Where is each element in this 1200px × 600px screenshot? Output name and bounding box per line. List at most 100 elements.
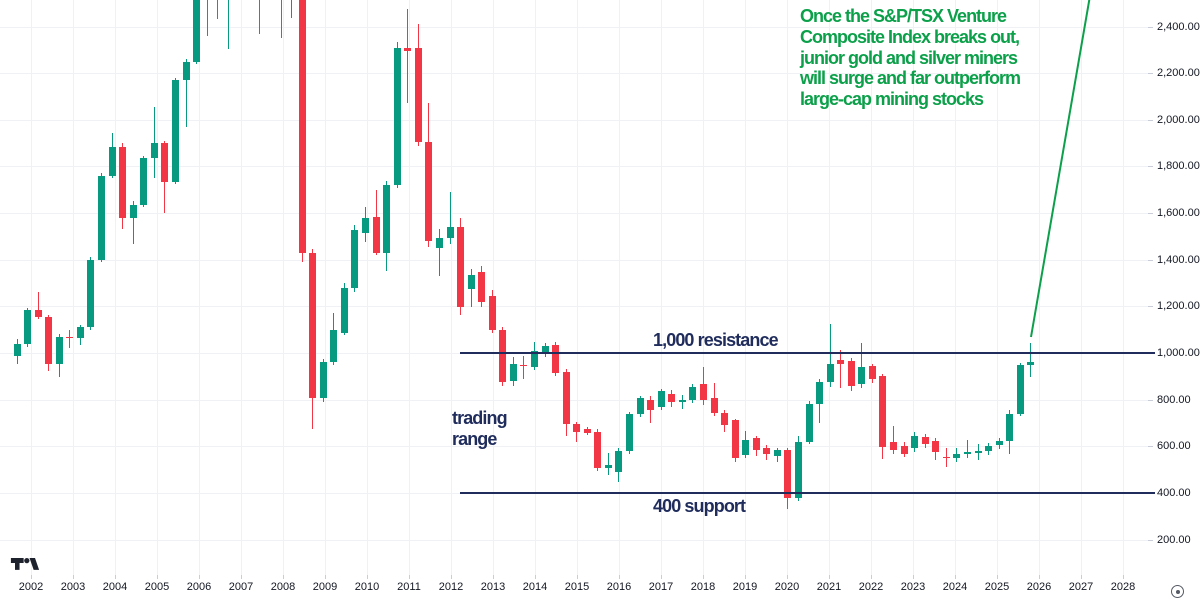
- time-axis-label: 2013: [480, 581, 506, 593]
- candle-2011-Q2: [414, 48, 422, 142]
- time-axis-tick: [535, 575, 536, 579]
- trading-range-label[interactable]: trading range: [452, 408, 508, 449]
- gridline-vertical: [283, 0, 284, 575]
- chart-plot-area[interactable]: Once the S&P/TSX Venture Composite Index…: [0, 0, 1148, 575]
- time-axis-label: 2007: [228, 581, 254, 593]
- support-line[interactable]: [460, 491, 1155, 494]
- candle-wick-2007-Q3: [259, 0, 261, 34]
- gridline-vertical: [409, 0, 410, 575]
- gridline-vertical: [619, 0, 620, 575]
- candle-2004-Q4: [140, 158, 148, 205]
- time-axis-label: 2027: [1068, 581, 1094, 593]
- candle-2013-Q1: [488, 296, 496, 330]
- candle-2022-Q2: [879, 376, 887, 447]
- price-axis-label: 200.00: [1157, 533, 1191, 546]
- time-axis[interactable]: 2002 2003 2004 2005 2006 2007 2008 2009 2010 2011…: [0, 575, 1200, 600]
- candle-wick-2006-Q4: [227, 0, 229, 49]
- gridline-vertical: [535, 0, 536, 575]
- candle-2011-Q3: [425, 141, 433, 242]
- time-axis-label: 2005: [144, 581, 170, 593]
- candle-2021-Q4: [858, 366, 866, 384]
- candle-2005-Q3: [171, 80, 179, 182]
- candle-2005-Q2: [161, 143, 169, 182]
- resistance-line[interactable]: [460, 352, 1155, 354]
- gridline-vertical: [325, 0, 326, 575]
- price-axis-label: 2,400.00: [1157, 20, 1200, 33]
- time-axis-tick: [1123, 575, 1124, 579]
- candle-wick-2021-Q2: [840, 349, 842, 388]
- time-axis-label: 2020: [774, 581, 800, 593]
- gridline-vertical: [493, 0, 494, 575]
- time-axis-tick: [577, 575, 578, 579]
- projection-trendline[interactable]: [1030, 0, 1091, 338]
- candle-wick-2002-Q2: [37, 291, 39, 320]
- candle-wick-2015-Q4: [607, 453, 609, 475]
- time-axis-label: 2024: [942, 581, 968, 593]
- price-axis-tick: [1148, 399, 1153, 401]
- gridline-vertical: [73, 0, 74, 575]
- candle-2018-Q1: [699, 383, 707, 401]
- candle-2017-Q2: [668, 393, 676, 403]
- gridline-horizontal: [0, 306, 1148, 308]
- time-axis-tick: [73, 575, 74, 579]
- candle-2024-Q4: [985, 445, 992, 452]
- candle-2018-Q2: [710, 398, 718, 414]
- time-axis-tick: [199, 575, 200, 579]
- price-axis-label: 2,200.00: [1157, 67, 1200, 80]
- time-axis-label: 2006: [186, 581, 212, 593]
- candle-2004-Q2: [119, 146, 127, 218]
- time-axis-label: 2023: [900, 581, 926, 593]
- gridline-vertical: [31, 0, 32, 575]
- axis-settings-icon[interactable]: [1171, 585, 1184, 598]
- price-axis-tick: [1148, 539, 1153, 541]
- candle-2010-Q2: [372, 217, 380, 253]
- price-axis-label: 1,000.00: [1157, 347, 1200, 359]
- gridline-vertical: [997, 0, 998, 575]
- candle-2015-Q2: [583, 429, 591, 433]
- gridline-vertical: [577, 0, 578, 575]
- time-axis-tick: [1081, 575, 1082, 579]
- resistance-label[interactable]: 1,000 resistance: [653, 330, 779, 350]
- candle-2014-Q1: [530, 350, 538, 367]
- time-axis-tick: [325, 575, 326, 579]
- time-axis-label: 2014: [522, 581, 548, 593]
- gridline-vertical: [745, 0, 746, 575]
- price-axis-label: 1,200.00: [1157, 300, 1200, 313]
- candle-wick-2008-Q2: [291, 0, 293, 18]
- candle-2010-Q4: [393, 48, 401, 185]
- candle-2004-Q3: [129, 204, 137, 218]
- candle-2004-Q1: [108, 146, 116, 176]
- time-axis-tick: [157, 575, 158, 579]
- price-axis-label: 800.00: [1157, 393, 1191, 406]
- candle-wick-2006-Q3: [217, 0, 219, 19]
- gridline-vertical: [661, 0, 662, 575]
- gridline-horizontal: [0, 399, 1148, 401]
- price-axis[interactable]: 2,400.00 2,200.00 2,000.00 1,800.00 1,600.00…: [1148, 0, 1200, 575]
- tradingview-logo[interactable]: [10, 555, 40, 572]
- gridline-horizontal: [0, 539, 1148, 541]
- gridline-vertical: [1123, 0, 1124, 575]
- candle-2014-Q3: [552, 344, 560, 373]
- candle-2025-Q3: [1016, 365, 1024, 414]
- candle-2001-Q4: [13, 343, 21, 357]
- gridline-vertical: [199, 0, 200, 575]
- time-axis-label: 2010: [354, 581, 380, 593]
- candle-2009-Q2: [330, 329, 338, 363]
- price-axis-tick: [1148, 306, 1153, 308]
- candle-2013-Q3: [509, 364, 517, 381]
- candle-2009-Q1: [319, 362, 327, 399]
- support-label[interactable]: 400 support: [653, 496, 746, 516]
- gridline-vertical: [1081, 0, 1082, 575]
- candle-2021-Q1: [826, 363, 834, 383]
- time-axis-tick: [997, 575, 998, 579]
- price-axis-tick: [1148, 213, 1153, 214]
- candle-2015-Q1: [573, 424, 581, 432]
- time-axis-label: 2017: [648, 581, 674, 593]
- candle-2020-Q2: [794, 441, 802, 498]
- candle-2009-Q4: [351, 230, 359, 288]
- gridline-vertical: [115, 0, 116, 575]
- price-axis-label: 1,600.00: [1157, 207, 1200, 219]
- price-axis-tick: [1148, 446, 1153, 448]
- outlook-note-text[interactable]: Once the S&P/TSX Venture Composite Index…: [800, 6, 1021, 110]
